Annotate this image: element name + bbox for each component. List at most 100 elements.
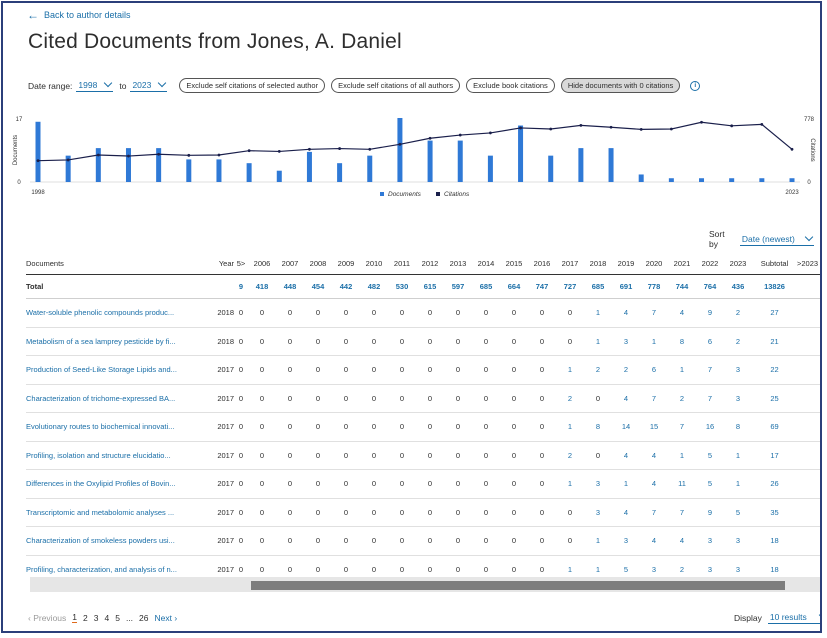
column-header[interactable]: >2023 [797, 252, 819, 275]
citation-count-cell[interactable]: 25 [819, 384, 820, 413]
exclude-book-citations-button[interactable]: Exclude book citations [466, 78, 555, 93]
citation-count-cell[interactable]: 35 [752, 498, 797, 527]
citation-count-cell[interactable]: 9 [696, 298, 724, 328]
citation-count-cell[interactable]: 5 [696, 441, 724, 470]
column-header[interactable]: 2017 [556, 252, 584, 275]
citation-count-cell[interactable]: 11 [668, 469, 696, 499]
column-header[interactable]: 2016 [528, 252, 556, 275]
citation-count-cell[interactable]: 7 [640, 498, 668, 527]
document-title-link[interactable]: Profiling, characterization, and analysi… [26, 555, 206, 577]
citation-count-cell[interactable]: 18 [752, 526, 797, 556]
citation-count-cell[interactable]: 5 [612, 555, 640, 577]
citation-count-cell[interactable]: 4 [612, 384, 640, 413]
citation-count-cell[interactable]: 1 [556, 412, 584, 442]
citation-count-cell[interactable]: 615 [416, 274, 444, 299]
citation-count-cell[interactable]: 664 [500, 274, 528, 299]
column-header[interactable]: 2012 [416, 252, 444, 275]
document-title-link[interactable]: Water-soluble phenolic compounds produc.… [26, 298, 206, 328]
citation-count-cell[interactable]: 14 [612, 412, 640, 442]
citation-count-cell[interactable]: 3 [584, 469, 612, 499]
exclude-self-citations-all-button[interactable]: Exclude self citations of all authors [331, 78, 461, 93]
citation-count-cell[interactable]: 2 [724, 298, 752, 328]
document-title-link[interactable]: Differences in the Oxylipid Profiles of … [26, 469, 206, 499]
column-header[interactable]: 2006 [248, 252, 276, 275]
citation-count-cell[interactable]: 7 [640, 384, 668, 413]
citation-count-cell[interactable]: 69 [752, 412, 797, 442]
back-link[interactable]: ← Back to author details [27, 9, 131, 21]
citation-count-cell[interactable]: 7 [668, 412, 696, 442]
citation-count-cell[interactable]: 727 [556, 274, 584, 299]
sort-select[interactable]: Date (newest) [739, 232, 814, 246]
citation-count-cell[interactable]: 685 [584, 274, 612, 299]
citation-count-cell[interactable]: 2 [612, 355, 640, 385]
citation-count-cell[interactable]: 4 [612, 298, 640, 328]
citation-count-cell[interactable]: 3 [724, 384, 752, 413]
citation-count-cell[interactable]: 14660 [819, 274, 820, 299]
citation-count-cell[interactable]: 1 [584, 555, 612, 577]
citation-count-cell[interactable]: 764 [696, 274, 724, 299]
document-title-link[interactable]: Profiling, isolation and structure eluci… [26, 441, 206, 470]
citation-count-cell[interactable]: 1 [724, 441, 752, 470]
column-header[interactable]: 2022 [696, 252, 724, 275]
document-title-link[interactable]: Characterization of smokeless powders us… [26, 526, 206, 556]
citation-count-cell[interactable]: 2 [584, 355, 612, 385]
citation-count-cell[interactable]: 685 [472, 274, 500, 299]
citation-count-cell[interactable]: 1 [584, 526, 612, 556]
document-title-link[interactable]: Production of Seed-Like Storage Lipids a… [26, 355, 206, 385]
citation-count-cell[interactable]: 418 [248, 274, 276, 299]
citation-count-cell[interactable]: 26 [819, 469, 820, 499]
citation-count-cell[interactable] [797, 274, 819, 299]
column-header[interactable]: <5 [234, 252, 248, 275]
citation-count-cell[interactable]: 454 [304, 274, 332, 299]
citation-count-cell[interactable]: 16 [696, 412, 724, 442]
citation-count-cell[interactable]: 448 [276, 274, 304, 299]
column-header[interactable]: Subtotal [752, 252, 797, 275]
citation-count-cell[interactable]: 4 [612, 441, 640, 470]
column-header[interactable]: 2011 [388, 252, 416, 275]
citation-count-cell[interactable]: 2 [724, 327, 752, 356]
citation-count-cell[interactable]: 4 [640, 469, 668, 499]
citation-count-cell[interactable]: 17 [752, 441, 797, 470]
citation-count-cell[interactable]: 597 [444, 274, 472, 299]
column-header[interactable]: 2020 [640, 252, 668, 275]
horizontal-scrollbar[interactable] [30, 577, 820, 592]
citation-count-cell[interactable]: 8 [584, 412, 612, 442]
citation-count-cell[interactable]: 778 [640, 274, 668, 299]
page-4[interactable]: 4 [104, 612, 110, 623]
citation-count-cell[interactable]: 1 [668, 441, 696, 470]
citation-count-cell[interactable]: 2 [556, 384, 584, 413]
citation-count-cell[interactable]: 18 [752, 555, 797, 577]
citation-count-cell[interactable]: 1 [724, 469, 752, 499]
citation-count-cell[interactable]: 18 [819, 526, 820, 556]
previous-page-button[interactable]: ‹ Previous [28, 612, 67, 623]
citation-count-cell[interactable]: 22 [752, 355, 797, 385]
column-header[interactable]: Year [206, 252, 234, 275]
scrollbar-thumb[interactable] [251, 581, 785, 590]
citation-count-cell[interactable]: 5 [696, 469, 724, 499]
citation-count-cell[interactable]: 8 [724, 412, 752, 442]
citation-count-cell[interactable]: 7 [640, 298, 668, 328]
citation-count-cell[interactable]: 1 [556, 555, 584, 577]
citation-count-cell[interactable]: 1 [584, 298, 612, 328]
citation-count-cell[interactable]: 15 [640, 412, 668, 442]
citation-count-cell[interactable]: 3 [696, 526, 724, 556]
citation-count-cell[interactable]: 27 [819, 298, 820, 328]
column-header[interactable]: 2023 [724, 252, 752, 275]
citation-count-cell[interactable]: 6 [640, 355, 668, 385]
column-header[interactable]: 2021 [668, 252, 696, 275]
citation-count-cell[interactable]: 1 [640, 327, 668, 356]
citation-count-cell[interactable]: 2 [668, 555, 696, 577]
column-header[interactable]: 2015 [500, 252, 528, 275]
citation-count-cell[interactable]: 1 [556, 469, 584, 499]
citation-count-cell[interactable]: 9 [696, 498, 724, 527]
citation-count-cell[interactable]: 4 [668, 526, 696, 556]
citation-count-cell[interactable]: 4 [640, 441, 668, 470]
citation-count-cell[interactable]: 436 [724, 274, 752, 299]
citation-count-cell[interactable]: 1 [668, 355, 696, 385]
citation-count-cell[interactable]: 3 [724, 555, 752, 577]
exclude-self-citations-selected-button[interactable]: Exclude self citations of selected autho… [179, 78, 326, 93]
citation-count-cell[interactable]: 2 [668, 384, 696, 413]
citation-count-cell[interactable]: 17 [819, 441, 820, 470]
date-to-select[interactable]: 2023 [130, 78, 168, 92]
citation-count-cell[interactable]: 691 [612, 274, 640, 299]
